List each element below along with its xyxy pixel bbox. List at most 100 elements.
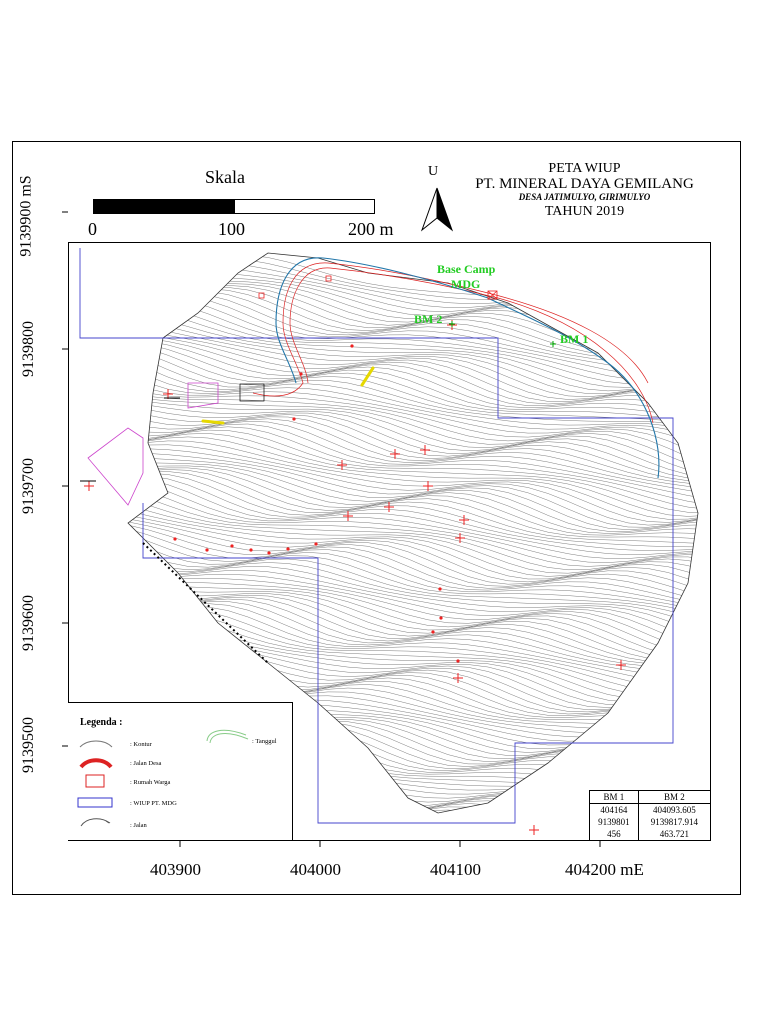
contour-line	[128, 341, 698, 425]
contour-line	[128, 578, 698, 662]
contour-line	[128, 359, 698, 459]
map-title-1: PETA WIUP	[548, 161, 621, 176]
house-markers	[258, 275, 498, 300]
contour-line	[128, 531, 698, 630]
contour-line	[128, 403, 698, 492]
contour-line	[128, 426, 698, 514]
wiup-boundary	[79, 248, 674, 824]
contour-line	[128, 393, 698, 481]
contour-line	[128, 626, 698, 705]
legend-rumah-warga: : Rumah Warga	[130, 779, 171, 786]
road-icon	[80, 818, 111, 827]
slope-edge	[142, 542, 269, 664]
contour-line	[128, 513, 698, 604]
map-title-4: TAHUN 2019	[544, 204, 625, 219]
contour-line	[128, 606, 698, 689]
contour-line	[128, 253, 698, 341]
scale-bar-black	[93, 199, 234, 214]
bm-table: BM 1 BM 2 404164 404093.605 9139801 9139…	[589, 790, 711, 841]
contour-line	[128, 520, 698, 610]
bm-header-1: BM 1	[590, 791, 639, 805]
base-camp-label: Base Camp	[437, 262, 496, 276]
magenta-area	[87, 382, 219, 506]
contour-line	[128, 343, 698, 428]
contour-line	[128, 442, 698, 526]
contour-line	[128, 253, 698, 338]
contour-line	[128, 434, 698, 520]
contour-line	[128, 389, 698, 479]
base-camp-mdg-label: MDG	[451, 277, 481, 291]
legend-title: Legenda :	[80, 717, 123, 728]
scale-title: Skala	[205, 167, 245, 187]
contour-line	[128, 610, 698, 693]
contour-line	[128, 622, 698, 703]
structures	[80, 383, 265, 482]
contour-line	[128, 418, 698, 506]
bm2-y: 9139817.914	[650, 817, 698, 828]
bm2-z: 463.721	[659, 829, 689, 840]
x-label-403900: 403900	[150, 860, 201, 879]
contour-line	[128, 365, 698, 466]
contour-line	[128, 422, 698, 510]
house-icon	[85, 774, 105, 788]
bm1-label: BM 1	[560, 332, 589, 346]
legend-box: Legenda : : Kontur : Jalan Desa : Rumah …	[68, 702, 293, 841]
contour-line	[128, 290, 698, 369]
bm2-x: 404093.605	[652, 805, 696, 816]
legend-tanggul: : Tanggul	[252, 738, 277, 745]
contour-line	[128, 349, 698, 445]
contour-line	[128, 562, 698, 654]
x-label-404100: 404100	[430, 860, 481, 879]
contour-line	[128, 274, 698, 354]
contour-line-icon	[79, 740, 113, 748]
contour-line	[128, 598, 698, 681]
legend-jalan: : Jalan	[130, 822, 147, 829]
outer-frame	[12, 141, 741, 895]
contour-line	[128, 470, 698, 546]
village-road-icon	[79, 758, 113, 769]
bm1-z: 456	[590, 828, 639, 840]
north-label: U	[428, 164, 439, 179]
bm-markers	[449, 321, 556, 347]
contour-line	[128, 372, 698, 471]
contour-line	[128, 379, 698, 475]
contour-line	[128, 347, 698, 438]
contour-line	[128, 319, 698, 398]
contour-line	[128, 458, 698, 534]
legend-jalan-desa: : Jalan Desa	[130, 760, 162, 767]
contour-line	[128, 574, 698, 660]
contour-line	[128, 454, 698, 532]
map-title-3: DESA JATIMULYO, GIRIMULYO	[518, 192, 651, 202]
contour-line	[128, 570, 698, 658]
contour-line	[128, 332, 698, 414]
contour-line	[128, 385, 698, 477]
contour-line	[128, 414, 698, 502]
scale-bar-white	[234, 199, 375, 214]
x-label-404000: 404000	[290, 860, 341, 879]
x-label-404200: 404200 mE	[565, 860, 644, 879]
contour-line	[128, 524, 698, 618]
tanggul-marks	[201, 366, 375, 425]
scale-tick-100: 100	[218, 219, 245, 239]
site-outline	[127, 252, 699, 814]
contour-line	[128, 337, 698, 418]
contour-line	[128, 462, 698, 538]
contour-line	[128, 438, 698, 523]
bm2-label: BM 2	[414, 312, 443, 326]
wiup-boundary-icon	[77, 797, 113, 808]
contour-line	[128, 493, 698, 581]
contour-line	[128, 509, 698, 600]
legend-wiup: : WIUP PT. MDG	[130, 800, 177, 807]
contour-line	[128, 409, 698, 497]
contour-line	[128, 396, 698, 484]
contour-line	[128, 503, 698, 595]
scale-tick-0: 0	[88, 219, 97, 239]
contour-line	[128, 466, 698, 542]
map-title-2: PT. MINERAL DAYA GEMILANG	[475, 176, 694, 192]
title-block: PETA WIUP PT. MINERAL DAYA GEMILANG DESA…	[462, 162, 707, 221]
contour-line	[128, 498, 698, 588]
contour-line	[128, 446, 698, 528]
contour-line	[128, 399, 698, 487]
contour-line	[128, 475, 698, 551]
bm-header-2: BM 2	[638, 791, 710, 805]
